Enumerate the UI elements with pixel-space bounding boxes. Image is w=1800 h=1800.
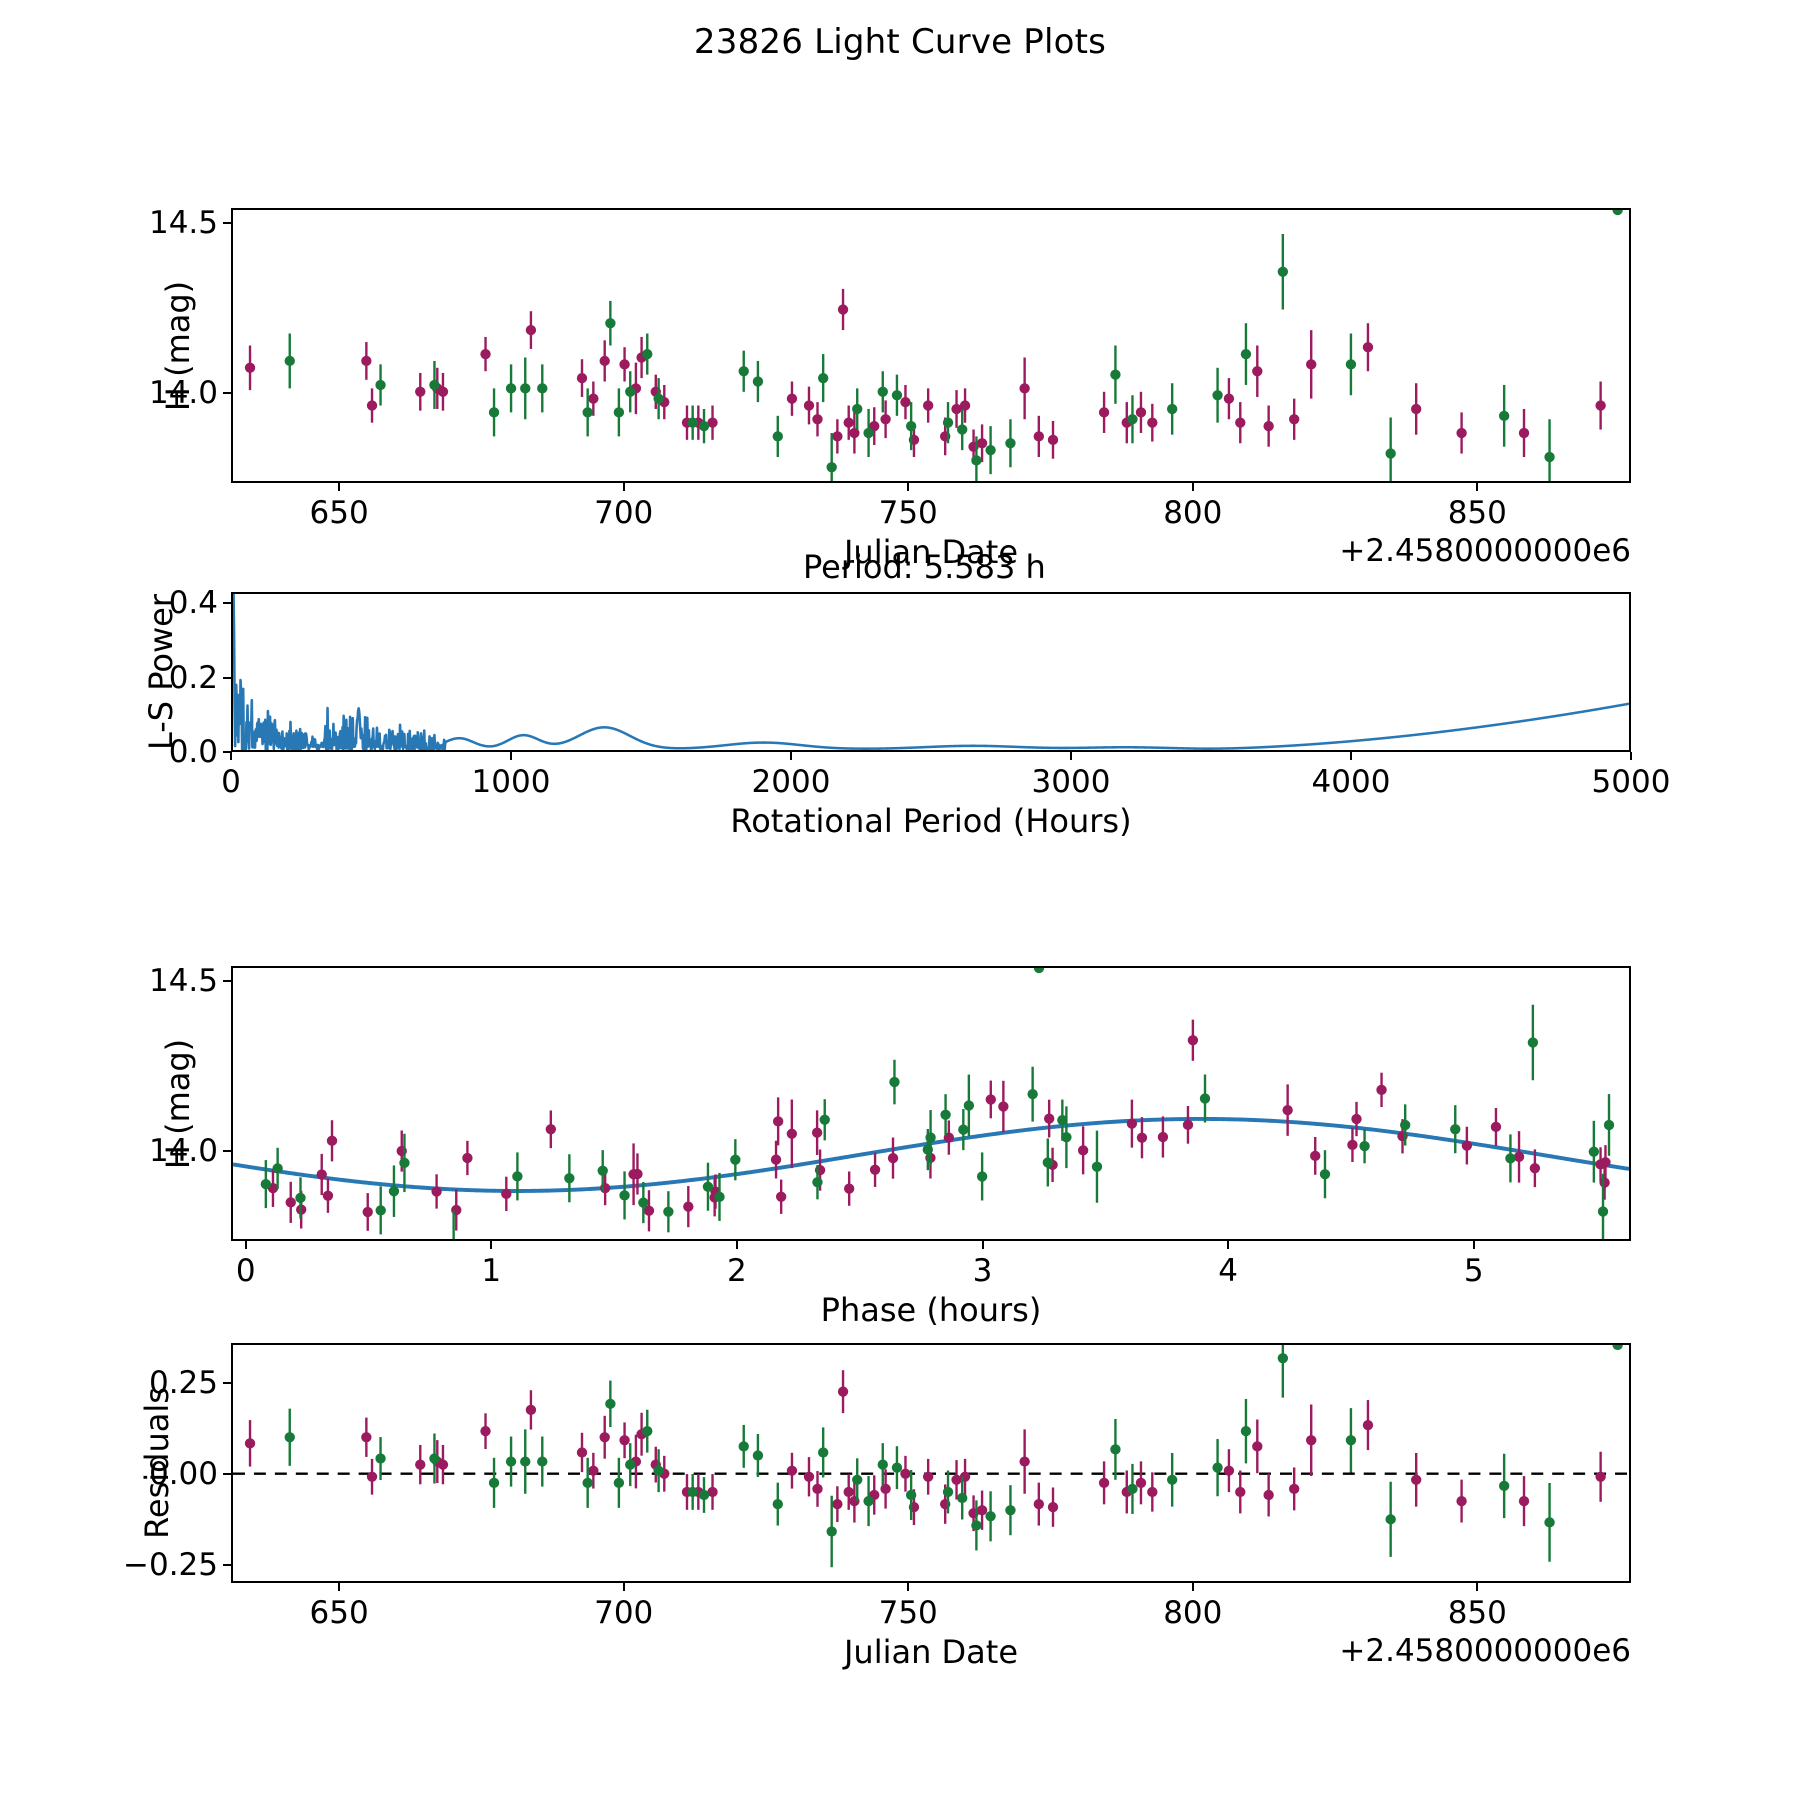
axis-label-x-p4: Julian Date: [843, 1633, 1019, 1671]
xtick-mark-p2-1: [510, 752, 512, 760]
plot-area-p1: [244, 210, 1623, 481]
xtick-label-p1-3: 800: [1163, 495, 1223, 531]
axis-offset-p4: +2.4580000000e6: [1339, 1633, 1631, 1669]
xtick-mark-p1-1: [622, 483, 625, 491]
axes-frame-p3: [231, 966, 1631, 1241]
ytick-mark-p3-0: [223, 979, 231, 982]
xtick-mark-p4-2: [907, 1583, 910, 1591]
xtick-mark-p2-5: [1630, 752, 1632, 760]
axis-offset-p1: +2.4580000000e6: [1339, 533, 1631, 569]
xtick-mark-p4-0: [338, 1583, 341, 1591]
ytick-mark-p3-1: [223, 1150, 231, 1152]
xtick-mark-p3-4: [1227, 1241, 1230, 1249]
xtick-label-p4-2: 750: [878, 1595, 938, 1631]
ytick-label-p4-0: 0.25: [148, 1365, 218, 1401]
ytick-label-p2-0: 0.4: [168, 585, 218, 622]
xtick-mark-p2-2: [790, 752, 792, 760]
xtick-label-p1-1: 700: [594, 495, 654, 531]
xtick-label-p2-5: 5000: [1591, 764, 1671, 800]
xtick-label-p3-5: 5: [1463, 1253, 1484, 1289]
axis-label-x-p3: Phase (hours): [820, 1291, 1042, 1329]
panel-lightcurve-time: 14.5 14.0 650 700 750 800 850 Julian Dat…: [149, 205, 1631, 571]
xtick-mark-p4-3: [1191, 1583, 1194, 1591]
xtick-mark-p3-1: [490, 1241, 493, 1249]
panel-phase-folded: 14.5 14.0 0 1 2 3 4 5 Phase (hours) H (m…: [149, 963, 1631, 1329]
page-title: 23826 Light Curve Plots: [693, 22, 1107, 62]
plot-area-p3: [233, 968, 1629, 1239]
xtick-label-p4-3: 800: [1163, 1595, 1223, 1631]
ytick-label-p1-0: 14.5: [148, 204, 218, 241]
xtick-label-p1-0: 650: [309, 495, 369, 531]
xtick-label-p4-0: 650: [309, 1595, 369, 1631]
ytick-label-p3-1: 14.0: [148, 1133, 218, 1169]
axes-frame-p1: [231, 208, 1631, 483]
xtick-label-p2-4: 4000: [1311, 764, 1391, 800]
xtick-mark-p1-3: [1191, 483, 1194, 491]
axes-frame-p2: [231, 592, 1631, 752]
xtick-label-p2-0: 0: [221, 764, 241, 800]
ytick-label-p2-1: 0.2: [168, 659, 218, 696]
xtick-mark-p3-2: [735, 1241, 738, 1249]
ytick-mark-p4-2: [223, 1563, 231, 1566]
ytick-label-p4-1: 0.00: [148, 1455, 218, 1492]
xtick-label-p2-1: 1000: [471, 764, 551, 800]
ytick-label-p1-1: 14.0: [148, 375, 218, 411]
axis-label-y-p2: L-S Power: [142, 593, 181, 751]
xtick-mark-p2-4: [1350, 752, 1352, 760]
panel-residuals: 0.25 0.00 −0.25 650 700 750 800 850 Juli…: [123, 1343, 1631, 1671]
xtick-mark-p3-5: [1472, 1241, 1475, 1249]
xtick-label-p3-2: 2: [727, 1253, 747, 1289]
axes-frame-p4: [231, 1343, 1631, 1583]
xtick-label-p4-4: 850: [1447, 1595, 1507, 1631]
xtick-mark-p4-1: [622, 1583, 625, 1591]
xtick-mark-p1-4: [1476, 483, 1479, 491]
ytick-mark-p2-2: [223, 751, 231, 753]
axis-label-x-p1: Julian Date: [843, 533, 1019, 571]
xtick-label-p2-3: 3000: [1031, 764, 1111, 800]
period-annotation: Period: 5.583 h: [803, 548, 1046, 586]
xtick-mark-p3-0: [244, 1241, 247, 1249]
xtick-label-p3-0: 0: [235, 1253, 256, 1289]
xtick-label-p4-1: 700: [594, 1595, 654, 1631]
ytick-label-p3-0: 14.5: [148, 962, 218, 999]
xtick-label-p1-4: 850: [1447, 495, 1507, 531]
plot-area-p2: [233, 594, 1629, 750]
xtick-label-p3-3: 3: [972, 1253, 993, 1289]
ytick-mark-p1-1: [223, 392, 231, 394]
ytick-mark-p4-0: [223, 1382, 231, 1384]
ytick-label-p4-2: −0.25: [123, 1546, 218, 1583]
axis-label-x-p2: Rotational Period (Hours): [730, 802, 1132, 840]
panel-periodogram: 0.4 0.2 0.0 0 1000 2000 3000 4000 5000 P…: [142, 548, 1670, 840]
xtick-mark-p2-0: [230, 752, 232, 760]
ytick-mark-p2-1: [223, 676, 231, 679]
axis-label-y-p1: H (mag): [159, 280, 198, 411]
xtick-mark-p3-3: [981, 1241, 984, 1249]
xtick-mark-p4-4: [1476, 1583, 1479, 1591]
xtick-label-p1-2: 750: [878, 495, 938, 531]
ytick-mark-p1-0: [223, 221, 231, 224]
ytick-mark-p2-0: [223, 602, 231, 605]
xtick-label-p3-1: 1: [481, 1253, 502, 1289]
plot-area-p4: [233, 1345, 1629, 1568]
ytick-mark-p4-1: [223, 1472, 231, 1475]
xtick-label-p2-2: 2000: [751, 764, 831, 800]
xtick-mark-p1-2: [907, 483, 910, 491]
xtick-mark-p1-0: [338, 483, 341, 491]
xtick-label-p3-4: 4: [1218, 1253, 1238, 1289]
axis-label-y-p4: Residuals: [137, 1387, 176, 1539]
xtick-mark-p2-3: [1070, 752, 1072, 760]
axis-label-y-p3: H (mag): [159, 1038, 198, 1169]
ytick-label-p2-2: 0.0: [168, 734, 218, 770]
